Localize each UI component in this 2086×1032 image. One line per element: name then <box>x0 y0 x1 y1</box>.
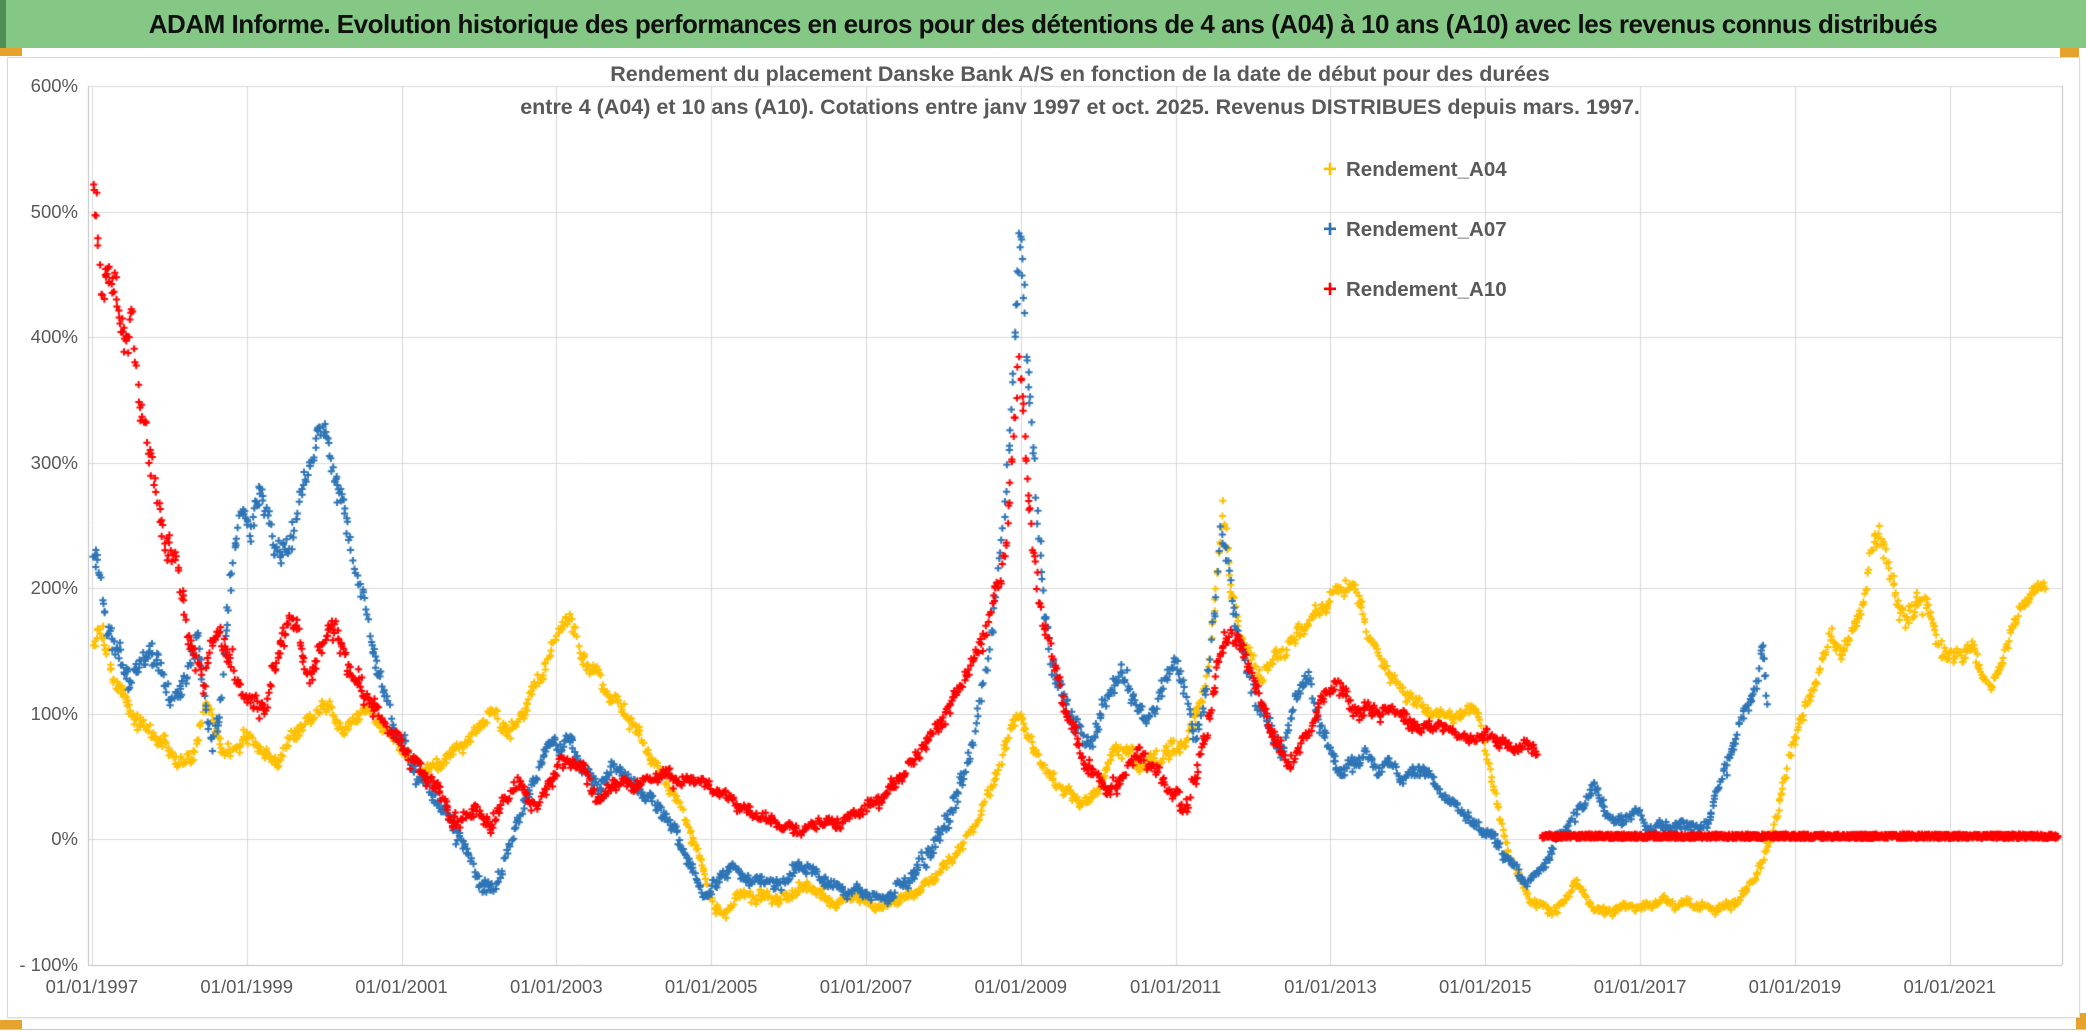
chart-title-line1: Rendement du placement Danske Bank A/S e… <box>610 62 1550 86</box>
page-bottom-divider <box>0 1029 2086 1030</box>
x-tick-label: 01/01/2005 <box>664 976 758 997</box>
x-tick-label: 01/01/2021 <box>1903 976 1997 997</box>
y-tick-label: 600% <box>30 75 78 96</box>
y-tick-label: 500% <box>30 200 78 222</box>
y-tick-label: 100% <box>30 702 78 724</box>
chart-title: Rendement du placement Danske Bank A/S e… <box>400 58 1760 124</box>
x-tick-label: 01/01/2003 <box>510 976 603 997</box>
legend-marker-icon: + <box>1322 216 1337 243</box>
y-tick-label: 300% <box>30 451 78 473</box>
legend-label: Rendement_A10 <box>1346 278 1507 301</box>
legend-label: Rendement_A04 <box>1346 158 1507 181</box>
y-tick-label: 200% <box>30 577 78 599</box>
legend-marker-icon: + <box>1322 156 1337 183</box>
x-tick-label: 01/01/2001 <box>355 976 448 997</box>
x-tick-label: 01/01/2019 <box>1748 976 1842 997</box>
x-tick-label: 01/01/2011 <box>1130 976 1222 997</box>
x-tick-label: 01/01/2007 <box>819 976 913 997</box>
chart-legend: + Rendement_A04 + Rendement_A07 + Rendement_A… <box>1318 140 1507 320</box>
legend-item-rendement_a04[interactable]: + Rendement_A04 <box>1318 140 1507 200</box>
x-tick-label: 01/01/2017 <box>1593 976 1687 997</box>
chart-title-line2: entre 4 (A04) et 10 ans (A10). Cotations… <box>520 95 1640 119</box>
legend-marker-icon: + <box>1322 276 1337 303</box>
x-tick-label: 01/01/2009 <box>974 976 1068 997</box>
legend-item-rendement_a07[interactable]: + Rendement_A07 <box>1318 200 1507 260</box>
y-tick-label: 400% <box>30 326 78 348</box>
x-tick-label: 01/01/1999 <box>200 976 293 997</box>
x-tick-label: 01/01/2015 <box>1438 976 1532 997</box>
legend-item-rendement_a10[interactable]: + Rendement_A10 <box>1318 260 1507 320</box>
legend-label: Rendement_A07 <box>1346 218 1507 241</box>
y-tick-label: - 100% <box>19 954 78 975</box>
x-tick-label: 01/01/1997 <box>45 976 139 997</box>
x-tick-label: 01/01/2013 <box>1284 976 1377 997</box>
y-tick-label: 0% <box>51 828 78 850</box>
